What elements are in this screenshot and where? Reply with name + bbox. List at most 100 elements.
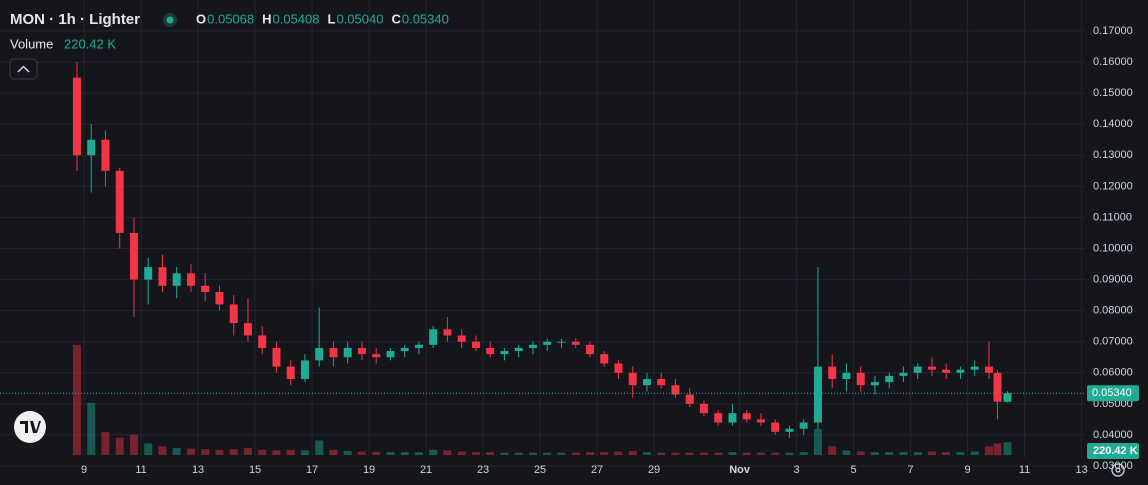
logo-mark	[20, 421, 41, 433]
candle-body	[785, 428, 794, 432]
volume-bar	[642, 452, 651, 455]
candle-body	[628, 372, 637, 386]
x-tick-label: 29	[648, 464, 660, 476]
candle-body	[129, 232, 138, 280]
candle-body	[642, 379, 651, 386]
ohlc-value: 0.05068	[207, 11, 254, 26]
x-tick-label: 13	[192, 464, 204, 476]
x-tick-label: 11	[1019, 464, 1030, 476]
volume-bar	[101, 431, 110, 455]
candle-body	[471, 341, 480, 348]
x-tick-label: 5	[851, 464, 857, 476]
y-tick-label: 0.14000	[1093, 118, 1133, 130]
gear-hub	[1115, 467, 1121, 473]
volume-bar	[600, 452, 609, 455]
volume-bar	[386, 452, 395, 455]
volume-bar	[243, 448, 252, 455]
volume-bar	[300, 450, 309, 455]
candle-body	[528, 344, 537, 348]
volume-bar	[286, 449, 295, 455]
candle-body	[372, 354, 381, 358]
candle-body	[927, 366, 936, 370]
volume-value: 220.42 K	[64, 36, 116, 51]
logo-circle[interactable]	[14, 411, 46, 443]
candle-body	[158, 267, 167, 286]
collapse-button[interactable]	[9, 58, 38, 80]
y-tick-label: 0.15000	[1093, 87, 1133, 99]
y-tick-label: 0.04000	[1093, 429, 1133, 441]
candle-body	[585, 344, 594, 355]
candle-body	[414, 344, 423, 348]
volume-bar	[172, 448, 181, 455]
volume-bar	[315, 440, 324, 455]
candle-body	[899, 372, 908, 376]
volume-bar	[543, 452, 552, 455]
collapse-button-frame[interactable]	[9, 58, 38, 80]
volume-bar	[813, 428, 822, 455]
candle-body	[856, 372, 865, 386]
x-tick-label: 7	[908, 464, 914, 476]
candle-body	[457, 335, 466, 342]
x-tick-label: 3	[794, 464, 800, 476]
volume-bar	[571, 452, 580, 455]
y-tick-label: 0.07000	[1093, 336, 1133, 348]
candle-body	[429, 329, 438, 345]
volume-bar	[614, 451, 623, 455]
volume-bar	[158, 446, 167, 455]
volume-bar	[585, 452, 594, 455]
x-tick-label: 11	[135, 464, 146, 476]
volume-bar	[457, 451, 466, 455]
volume-bar	[956, 452, 965, 455]
marks	[72, 62, 1012, 455]
volume-bar	[129, 434, 138, 455]
volume-bar	[557, 452, 566, 455]
candle-body	[557, 341, 566, 343]
candle-body	[386, 351, 395, 358]
candle-body	[486, 347, 495, 355]
gear-icon[interactable]	[1111, 463, 1125, 477]
volume-bar	[215, 449, 224, 455]
ohlc-key: C	[391, 11, 401, 26]
volume-bar	[984, 446, 993, 455]
candle-body	[186, 273, 195, 286]
x-tick-label: Nov	[729, 464, 751, 476]
volume-bar	[828, 446, 837, 455]
candle-body	[201, 285, 210, 292]
volume-bar	[1003, 442, 1012, 455]
x-tick-label: 25	[534, 464, 546, 476]
x-tick-label: 9	[965, 464, 971, 476]
candle-body	[913, 366, 922, 373]
volume-bar	[72, 345, 81, 455]
y-tick-label: 0.06000	[1093, 367, 1133, 379]
candle-body	[614, 363, 623, 373]
volume-bar	[699, 452, 708, 455]
candle-body	[956, 369, 965, 373]
candle-body	[685, 394, 694, 404]
volume-bar	[685, 452, 694, 455]
volume-bar	[657, 452, 666, 455]
volume-bar	[785, 452, 794, 455]
candle-body	[970, 366, 979, 370]
volume-bar	[628, 450, 637, 455]
tradingview-logo[interactable]	[14, 411, 46, 443]
candle-body	[728, 413, 737, 423]
volume-bar	[115, 437, 124, 455]
candle-body	[714, 413, 723, 423]
volume-bar	[343, 450, 352, 455]
candle-body	[600, 354, 609, 364]
ohlc-key: O	[196, 11, 206, 26]
x-tick-label: 21	[420, 464, 432, 476]
volume-bar	[528, 452, 537, 455]
y-tick-label: 0.09000	[1093, 273, 1133, 285]
settings-button[interactable]	[1111, 463, 1125, 477]
candle-body	[671, 385, 680, 395]
candle-body	[799, 422, 808, 429]
volume-bar	[856, 451, 865, 455]
candle-body	[571, 341, 580, 345]
volume-bar	[714, 452, 723, 455]
volume-bar	[186, 448, 195, 455]
volume-bar	[899, 452, 908, 455]
chevron-icon	[17, 65, 30, 73]
